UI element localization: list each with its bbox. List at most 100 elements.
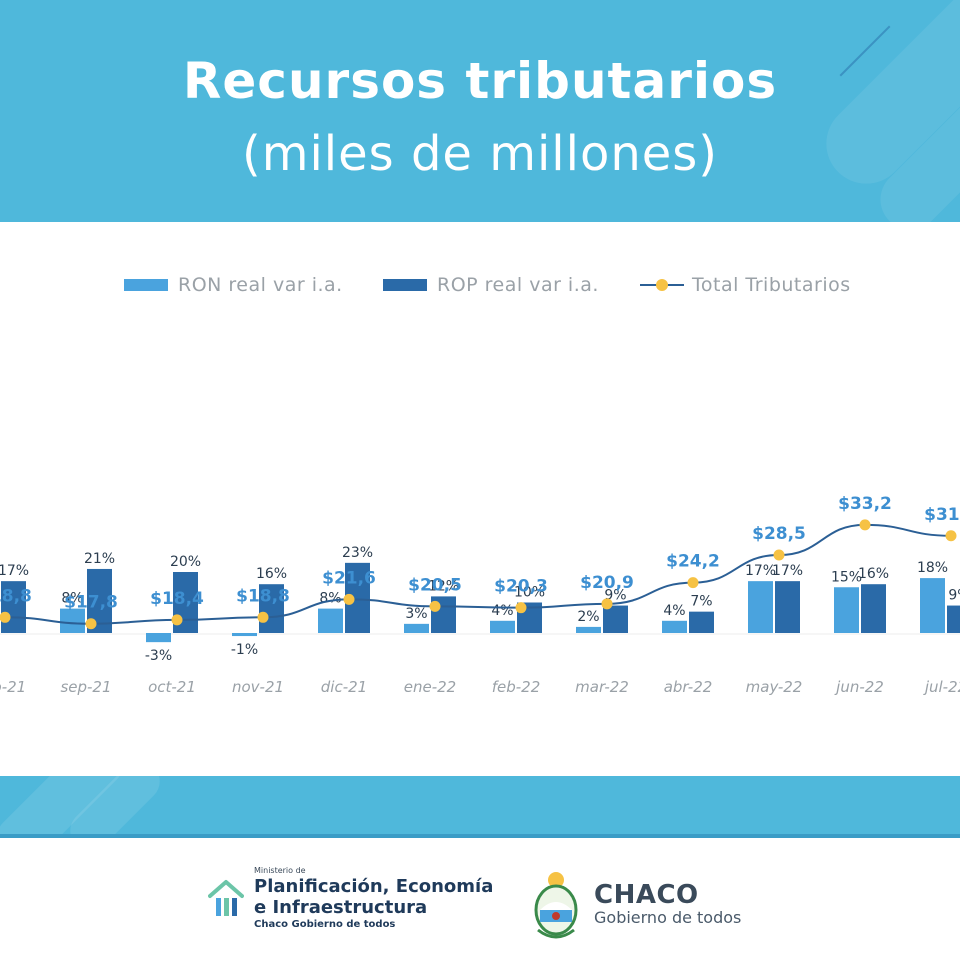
chaco-name: CHACO: [594, 880, 699, 910]
bar-rop: [947, 605, 960, 633]
x-tick-label: mar-22: [575, 678, 629, 696]
ministry-name-line2: e Infraestructura: [254, 897, 428, 918]
bar-ron-label: 17%: [745, 563, 776, 579]
line-point-total: [171, 614, 183, 626]
line-value-label: $24,2: [666, 552, 720, 572]
x-tick-label: oct-21: [148, 678, 196, 696]
bar-rop-label: 16%: [858, 566, 889, 582]
bar-ron-label: 3%: [405, 606, 427, 622]
legend-swatch-ron: [124, 279, 168, 291]
bar-ron-label: 4%: [491, 603, 513, 619]
legend-item-rop: ROP real var i.a.: [383, 270, 599, 300]
line-value-label: $17,8: [64, 593, 118, 613]
bar-ron: [920, 578, 945, 633]
line-point-total: [859, 519, 871, 531]
line-point-total: [257, 611, 269, 623]
bar-rop-label: 21%: [84, 551, 115, 567]
x-tick-label: ago-21: [0, 678, 26, 696]
legend-item-ron: RON real var i.a.: [124, 270, 343, 300]
x-tick-label: may-22: [746, 678, 803, 696]
bar-rop-label: 17%: [772, 563, 803, 579]
bar-ron: [576, 626, 601, 633]
bar-ron: [232, 633, 257, 637]
ministry-subtitle: Chaco Gobierno de todos: [254, 919, 396, 930]
bar-rop: [603, 605, 628, 633]
chaco-tagline: Gobierno de todos: [594, 908, 742, 927]
bar-ron-label: -1%: [231, 642, 258, 658]
chaco-seal-icon: [534, 872, 578, 939]
line-point-total: [429, 600, 441, 612]
house-icon: [208, 880, 244, 916]
chart-plot: 4% 17% ago-21 8% 21% sep-21 -3% 20% oct-21 -1% 16%…: [0, 494, 960, 696]
bar-ron: [404, 623, 429, 633]
line-point-total: [687, 577, 699, 589]
ministry-name-line1: Planificación, Economía: [254, 876, 494, 897]
line-value-label: $31,5: [924, 505, 960, 525]
footer-divider: [0, 834, 960, 838]
legend-line-total: [640, 279, 684, 291]
bar-rop: [775, 581, 800, 633]
bar-rop: [689, 611, 714, 633]
bar-rop-label: 7%: [690, 594, 712, 610]
header-banner: Recursos tributarios (miles de millones): [0, 0, 960, 222]
line-point-total: [945, 530, 957, 542]
line-value-label: $18,8: [236, 586, 290, 606]
legend-label-total: Total Tributarios: [692, 274, 851, 296]
legend-swatch-rop: [383, 279, 427, 291]
x-tick-label: feb-22: [492, 678, 541, 696]
bar-ron-label: 4%: [663, 603, 685, 619]
x-tick-label: jul-22: [923, 678, 960, 696]
bar-ron: [834, 587, 859, 633]
line-value-label: $18,8: [0, 586, 32, 606]
line-value-label: $28,5: [752, 524, 806, 544]
line-value-label: $33,2: [838, 494, 892, 514]
bar-ron-label: 8%: [319, 591, 341, 607]
series-line-total: [4, 523, 952, 625]
x-tick-label: dic-21: [321, 678, 367, 696]
line-value-label: $21,6: [322, 568, 376, 588]
bar-rop-label: 20%: [170, 554, 201, 570]
line-point-total: [343, 593, 355, 605]
line-value-label: $20,5: [408, 575, 462, 595]
footer-band: [0, 776, 960, 834]
x-tick-label: ene-22: [404, 678, 456, 696]
x-tick-label: abr-22: [664, 678, 713, 696]
line-point-total: [0, 611, 11, 623]
bar-ron-label: 2%: [577, 609, 599, 625]
bar-ron-label: 8%: [61, 591, 83, 607]
bar-rop-label: 17%: [0, 563, 29, 579]
bar-ron: [146, 633, 171, 643]
bar-ron: [318, 608, 343, 633]
legend-item-total: Total Tributarios: [640, 270, 851, 300]
bar-rop-label: 23%: [342, 545, 373, 561]
legend-label-ron: RON real var i.a.: [178, 274, 343, 296]
bar-ron-label: 18%: [917, 560, 948, 576]
line-value-label: $18,4: [150, 589, 204, 609]
chart-legend: RON real var i.a. ROP real var i.a. Tota…: [0, 270, 960, 300]
bar-rop: [861, 584, 886, 633]
chart-title: Recursos tributarios: [182, 52, 778, 110]
bar-ron: [748, 581, 773, 633]
x-tick-label: jun-22: [834, 678, 884, 696]
line-point-total: [515, 602, 527, 614]
line-point-total: [601, 598, 613, 610]
bar-rop-label: 12%: [428, 578, 459, 594]
chart-subtitle: (miles de millones): [241, 126, 719, 182]
bar-ron: [490, 620, 515, 633]
line-value-label: $20,3: [494, 577, 548, 597]
x-tick-label: nov-21: [232, 678, 284, 696]
ministry-prefix: Ministerio de: [254, 866, 306, 875]
bar-rop: [259, 584, 284, 633]
line-point-total: [773, 549, 785, 561]
bar-ron-label: -3%: [145, 648, 172, 664]
bar-ron: [60, 608, 85, 633]
bar-rop: [1, 581, 26, 633]
line-value-label: $20,9: [580, 573, 634, 593]
line-point-total: [85, 618, 97, 630]
legend-marker-total: [656, 279, 668, 291]
x-tick-label: sep-21: [60, 678, 111, 696]
bar-rop-label: 16%: [256, 566, 287, 582]
bar-ron-label: 15%: [831, 569, 862, 585]
bar-rop-label: 10%: [514, 585, 545, 601]
bar-rop-label: 9%: [948, 588, 960, 604]
